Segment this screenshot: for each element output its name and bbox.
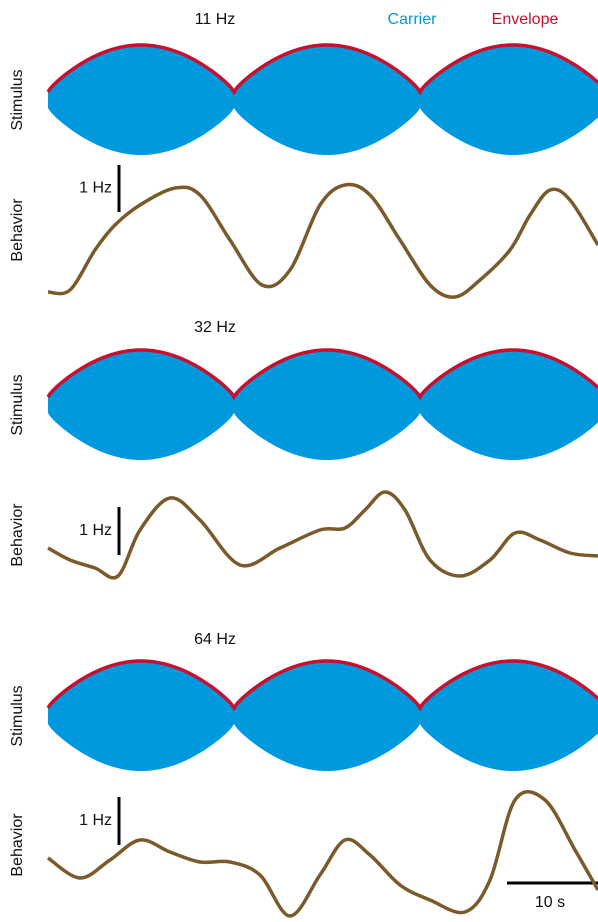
behavior-label: Behavior <box>9 198 26 262</box>
envelope <box>46 43 598 96</box>
stimulus-label: Stimulus <box>9 374 26 435</box>
envelope <box>46 659 598 712</box>
carrier <box>48 45 598 155</box>
carrier <box>48 350 598 460</box>
envelope <box>46 348 598 401</box>
stimulus-label: Stimulus <box>9 685 26 746</box>
carrier <box>48 661 598 771</box>
panel-title: 11 Hz <box>195 11 236 28</box>
behavior-label: Behavior <box>9 813 26 877</box>
rate-scale-label: 1 Hz <box>79 812 112 829</box>
behavior-trace <box>47 182 598 299</box>
panel-title: 64 Hz <box>194 631 236 648</box>
time-scale-label: 10 s <box>535 894 565 911</box>
behavior-trace <box>46 790 598 918</box>
behavior-label: Behavior <box>9 503 26 567</box>
legend-carrier: Carrier <box>388 11 438 28</box>
behavior-trace <box>47 490 598 580</box>
panel-title: 32 Hz <box>194 319 236 336</box>
rate-scale-label: 1 Hz <box>79 180 112 197</box>
legend-envelope: Envelope <box>492 11 559 28</box>
stimulus-label: Stimulus <box>9 69 26 130</box>
rate-scale-label: 1 Hz <box>79 522 112 539</box>
